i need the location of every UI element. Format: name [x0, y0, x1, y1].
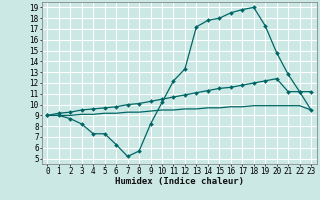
X-axis label: Humidex (Indice chaleur): Humidex (Indice chaleur) — [115, 177, 244, 186]
